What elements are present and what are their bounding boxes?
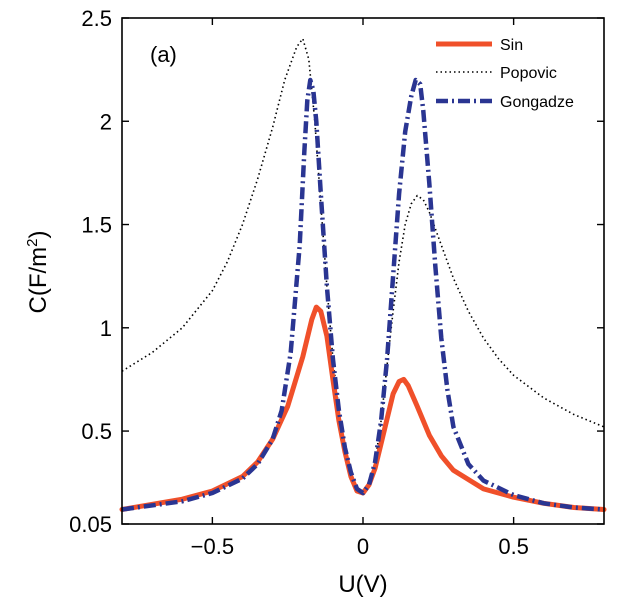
y-tick-label-4: 2 [100, 109, 112, 134]
axis-tick-labels: −0.5 0 0.5 0.05 0.5 1 1.5 2 2.5 [69, 6, 529, 559]
y-axis-label-close: ) [25, 231, 52, 239]
x-axis-label: U(V) [338, 571, 387, 598]
series-line-gongadze [121, 77, 605, 512]
x-tick-label-0: −0.5 [191, 534, 234, 559]
legend-label-sin: Sin [500, 37, 523, 54]
y-axis-label-main: C(F/m [25, 247, 52, 314]
x-tick-label-2: 0.5 [498, 534, 529, 559]
y-tick-label-3: 1.5 [81, 213, 112, 238]
y-axis-label: C(F/m2) [24, 231, 52, 314]
y-tick-label-1: 0.5 [81, 419, 112, 444]
y-tick-label-0: 0.05 [69, 512, 112, 537]
series-line-popovic [121, 37, 605, 494]
series-lines [119, 37, 607, 512]
panel-label: (a) [150, 42, 177, 67]
y-axis-label-superscript: 2 [24, 239, 41, 247]
axis-ticks [122, 17, 604, 525]
legend-label-popovic: Popovic [500, 65, 557, 82]
x-tick-label-1: 0 [357, 534, 369, 559]
legend: Sin Popovic Gongadze [436, 37, 574, 111]
y-tick-label-2: 1 [100, 316, 112, 341]
plot-background [122, 18, 604, 524]
legend-label-gongadze: Gongadze [500, 94, 574, 111]
y-tick-label-5: 2.5 [81, 6, 112, 31]
